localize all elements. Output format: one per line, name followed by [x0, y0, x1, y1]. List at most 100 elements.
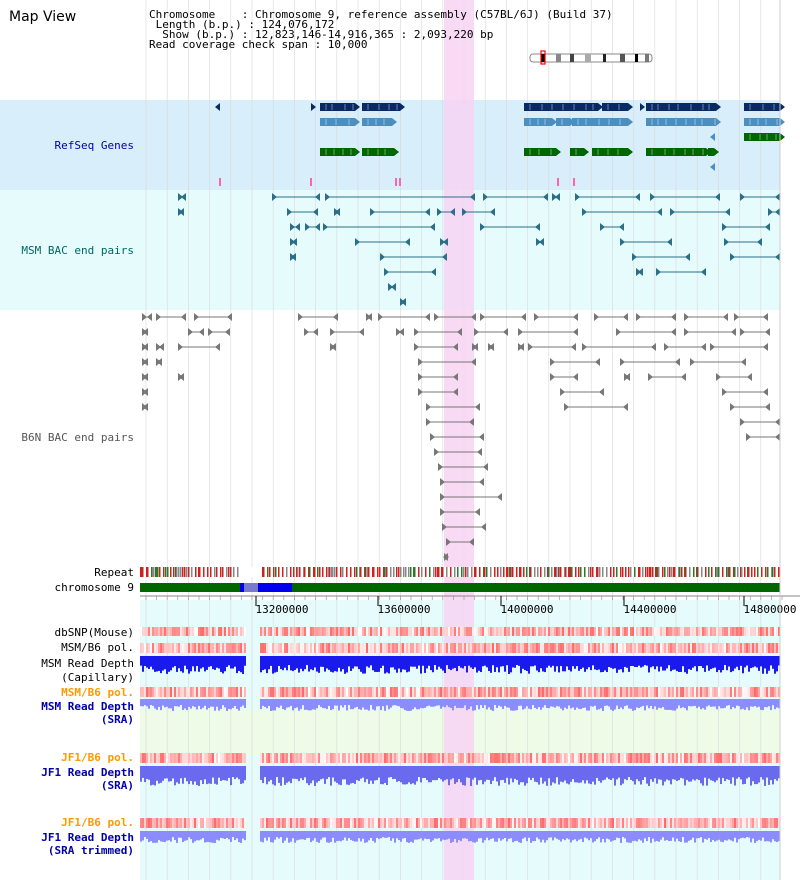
- heat-cell: [756, 627, 758, 636]
- heat-cell: [368, 818, 370, 828]
- depth-bar: [718, 831, 720, 840]
- depth-bar: [612, 766, 614, 779]
- b6n-bac-end-pair: [740, 328, 770, 336]
- heat-cell: [312, 818, 314, 828]
- depth-bar: [318, 831, 320, 843]
- heat-cell: [340, 643, 342, 653]
- repeat-element: [156, 567, 158, 577]
- heat-cell: [578, 643, 580, 653]
- depth-bar: [426, 831, 428, 840]
- heat-cell: [674, 818, 676, 828]
- heat-cell: [260, 818, 262, 828]
- depth-bar: [490, 831, 492, 839]
- heat-cell: [198, 643, 200, 653]
- depth-bar: [148, 766, 150, 780]
- heat-cell: [592, 818, 594, 828]
- heat-cell: [354, 687, 356, 697]
- b6n-bac-end-pair: [396, 328, 404, 336]
- heat-cell: [518, 818, 520, 828]
- repeat-element: [540, 567, 542, 577]
- depth-bar: [538, 699, 540, 708]
- heat-cell: [372, 643, 374, 653]
- depth-bar: [458, 699, 460, 708]
- heat-cell: [550, 627, 552, 636]
- msm-bac-end-pair: [287, 208, 318, 216]
- repeat-element: [684, 567, 686, 577]
- heat-cell: [172, 643, 174, 653]
- heat-cell: [170, 643, 172, 653]
- depth-bar: [480, 766, 482, 780]
- depth-bar: [774, 656, 776, 674]
- heat-cell: [774, 753, 776, 763]
- heat-cell: [538, 818, 540, 828]
- depth-bar: [358, 831, 360, 839]
- depth-bar: [778, 831, 780, 842]
- depth-bar: [204, 766, 206, 780]
- depth-bar: [618, 656, 620, 670]
- heat-cell: [454, 753, 456, 763]
- heat-cell: [576, 753, 578, 763]
- repeat-element: [733, 567, 735, 577]
- heat-cell: [648, 687, 650, 697]
- heat-cell: [208, 643, 210, 653]
- heat-cell: [462, 818, 464, 828]
- depth-bar: [726, 656, 728, 671]
- depth-bar: [656, 699, 658, 710]
- depth-bar: [166, 656, 168, 674]
- depth-bar: [194, 766, 196, 782]
- repeat-element: [737, 567, 739, 577]
- gene-block: [320, 103, 355, 111]
- heat-cell: [168, 627, 170, 636]
- heat-cell: [502, 627, 504, 636]
- depth-bar: [342, 699, 344, 708]
- depth-bar: [412, 831, 414, 843]
- heat-cell: [394, 818, 396, 828]
- ideogram-band: [570, 54, 574, 62]
- heat-cell: [644, 818, 646, 828]
- depth-bar: [222, 656, 224, 674]
- heat-cell: [514, 687, 516, 697]
- heat-cell: [734, 753, 736, 763]
- pair-end: [528, 343, 533, 351]
- heat-cell: [750, 818, 752, 828]
- heat-cell: [688, 818, 690, 828]
- depth-bar: [476, 766, 478, 785]
- heat-cell: [520, 687, 522, 697]
- depth-bar: [370, 699, 372, 706]
- heat-cell: [302, 687, 304, 697]
- heat-cell: [348, 627, 350, 636]
- depth-bar: [396, 766, 398, 782]
- heat-cell: [482, 627, 484, 636]
- depth-bar: [578, 656, 580, 671]
- heat-cell: [206, 643, 208, 653]
- depth-bar: [742, 699, 744, 709]
- repeat-element: [512, 567, 514, 577]
- repeat-element: [278, 567, 280, 577]
- heat-cell: [208, 753, 210, 763]
- depth-bar: [704, 766, 706, 778]
- depth-bar: [504, 831, 506, 838]
- depth-bar: [760, 766, 762, 778]
- heat-cell: [692, 753, 694, 763]
- heat-cell: [548, 753, 550, 763]
- heat-cell: [710, 643, 712, 653]
- msm-bac-end-pair: [730, 253, 780, 261]
- repeat-element: [359, 567, 361, 577]
- heat-cell: [690, 627, 692, 636]
- depth-bar: [760, 699, 762, 710]
- heat-cell: [472, 627, 474, 636]
- depth-bar: [550, 831, 552, 838]
- heat-cell: [144, 753, 146, 763]
- depth-bar: [374, 831, 376, 843]
- pair-end: [571, 343, 576, 351]
- depth-bar: [372, 656, 374, 671]
- ideogram-band: [585, 54, 591, 62]
- depth-bar: [326, 656, 328, 669]
- depth-bar: [410, 831, 412, 842]
- depth-bar: [216, 699, 218, 707]
- depth-bar: [564, 699, 566, 708]
- repeat-element: [507, 567, 509, 577]
- heat-cell: [772, 818, 774, 828]
- heat-cell: [346, 818, 348, 828]
